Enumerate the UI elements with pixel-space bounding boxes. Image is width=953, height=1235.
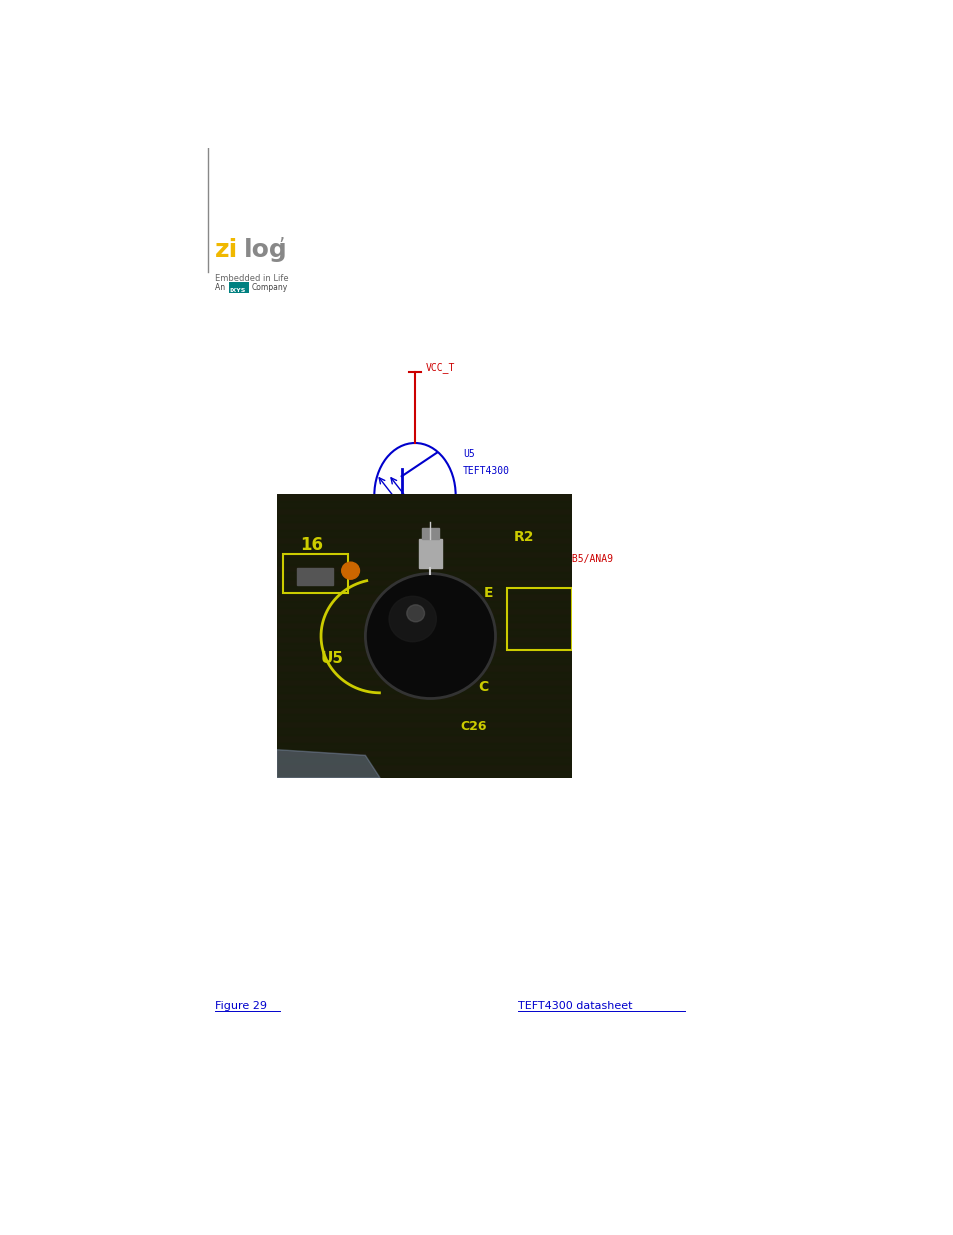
Bar — [421, 529, 438, 540]
Text: PB5/ANA9: PB5/ANA9 — [566, 553, 613, 563]
Text: Figure 29: Figure 29 — [215, 1000, 267, 1010]
Bar — [276, 714, 572, 721]
Bar — [276, 771, 572, 778]
Text: IXYS: IXYS — [229, 288, 246, 293]
Text: C26: C26 — [459, 720, 486, 734]
Text: E: E — [483, 587, 493, 600]
Bar — [276, 757, 572, 763]
Bar — [276, 685, 572, 693]
Text: U5: U5 — [320, 651, 344, 666]
Bar — [276, 558, 572, 566]
Circle shape — [389, 597, 436, 642]
Text: 0 ohm: 0 ohm — [429, 584, 458, 594]
Text: R2: R2 — [513, 530, 533, 543]
Text: TEFT4300: TEFT4300 — [462, 467, 510, 477]
Bar — [276, 587, 572, 594]
Bar — [276, 615, 572, 622]
Bar — [276, 530, 572, 537]
Text: 10K: 10K — [433, 616, 451, 626]
Text: R22: R22 — [433, 601, 451, 611]
Text: Embedded in Life: Embedded in Life — [215, 274, 289, 283]
Text: R45: R45 — [429, 547, 447, 557]
Text: TEFT4300 datasheet: TEFT4300 datasheet — [518, 1000, 633, 1010]
Bar — [276, 543, 572, 551]
Bar — [276, 672, 572, 679]
Bar — [297, 568, 333, 585]
Bar — [276, 643, 572, 650]
Circle shape — [365, 573, 495, 699]
Circle shape — [341, 562, 359, 579]
Text: U5: U5 — [462, 450, 475, 459]
FancyBboxPatch shape — [229, 283, 249, 293]
Text: 16: 16 — [300, 536, 323, 555]
Bar — [276, 515, 572, 522]
Bar — [276, 501, 572, 509]
Polygon shape — [276, 750, 379, 778]
Text: zi: zi — [215, 238, 238, 262]
Bar — [276, 700, 572, 706]
Text: An: An — [215, 283, 228, 293]
Bar — [276, 657, 572, 664]
Bar — [418, 540, 442, 568]
Text: ’: ’ — [278, 236, 284, 254]
Bar — [276, 629, 572, 636]
Bar — [276, 600, 572, 608]
Bar — [276, 729, 572, 736]
Text: log: log — [243, 238, 287, 262]
Text: ALS: ALS — [308, 552, 349, 572]
Bar — [276, 742, 572, 750]
Text: VCC_T: VCC_T — [426, 362, 455, 373]
Bar — [282, 553, 347, 594]
Bar — [507, 588, 572, 650]
Circle shape — [406, 605, 424, 622]
Text: C: C — [477, 680, 488, 694]
Text: Company: Company — [252, 283, 288, 293]
Bar — [276, 572, 572, 579]
